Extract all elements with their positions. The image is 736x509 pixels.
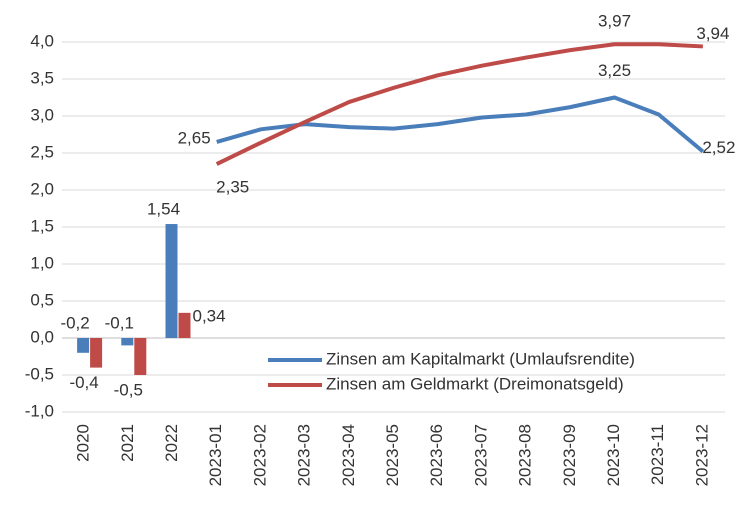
- x-tick-label: 2023-08: [516, 424, 535, 486]
- x-tick-label: 2022: [162, 424, 181, 462]
- x-tick-label: 2020: [74, 424, 93, 462]
- data-label: 3,25: [598, 61, 631, 80]
- line: [215, 42, 704, 166]
- y-tick-label: 1,5: [30, 216, 54, 235]
- x-tick-label: 2023-07: [471, 424, 490, 486]
- legend-label: Zinsen am Geldmarkt (Dreimonatsgeld): [326, 374, 624, 393]
- x-tick-label: 2023-09: [560, 424, 579, 486]
- data-label: 1,54: [147, 200, 180, 219]
- x-tick-label: 2021: [118, 424, 137, 462]
- line: [216, 95, 705, 154]
- data-label: 3,94: [696, 24, 729, 43]
- bar: [165, 224, 178, 338]
- data-label: 3,97: [598, 12, 631, 31]
- data-label: 2,52: [702, 138, 735, 157]
- x-tick-label: 2023-03: [295, 424, 314, 486]
- y-tick-label: -0,5: [25, 364, 54, 383]
- data-label: 2,65: [178, 128, 211, 147]
- legend-label: Zinsen am Kapitalmarkt (Umlaufsrendite): [326, 349, 635, 368]
- y-tick-label: 2,5: [30, 142, 54, 161]
- x-tick-label: 2023-06: [427, 424, 446, 486]
- y-tick-label: 0,5: [30, 290, 54, 309]
- y-tick-label: 2,0: [30, 179, 54, 198]
- bar: [178, 312, 191, 338]
- y-tick-label: -1,0: [25, 401, 54, 420]
- bar: [121, 338, 134, 346]
- y-tick-label: 1,0: [30, 253, 54, 272]
- data-label: 0,34: [193, 306, 226, 325]
- y-tick-label: 3,5: [30, 68, 54, 87]
- data-label: 2,35: [216, 178, 249, 197]
- x-tick-label: 2023-12: [692, 424, 711, 486]
- x-tick-label: 2023-01: [206, 424, 225, 486]
- y-tick-label: 0,0: [30, 327, 54, 346]
- x-tick-label: 2023-10: [604, 424, 623, 486]
- data-label: -0,5: [114, 380, 143, 399]
- bar: [90, 338, 103, 368]
- data-label: -0,2: [60, 313, 89, 332]
- y-tick-label: 4,0: [30, 31, 54, 50]
- data-label: -0,4: [69, 373, 98, 392]
- x-tick-label: 2023-11: [648, 424, 667, 485]
- bar: [134, 338, 147, 375]
- x-tick-label: 2023-02: [250, 424, 269, 486]
- data-label: -0,1: [105, 313, 134, 332]
- x-tick-label: 2023-04: [339, 424, 358, 486]
- y-tick-label: 3,0: [30, 105, 54, 124]
- bar: [77, 338, 90, 353]
- x-tick-label: 2023-05: [383, 424, 402, 486]
